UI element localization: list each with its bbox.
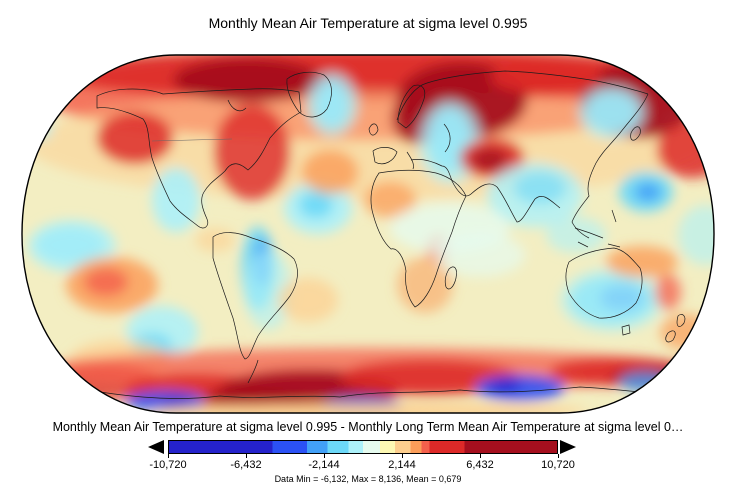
coast-asia-south [410, 159, 561, 223]
anomaly-blob [306, 72, 358, 136]
coast-iberia [372, 147, 398, 165]
coast-antarctic-peninsula [247, 359, 259, 384]
anomaly-blob [660, 314, 712, 350]
colorbar-tick-label: 10,720 [541, 459, 575, 471]
border-us-canada [151, 138, 233, 142]
anomaly-blob [397, 257, 453, 313]
colorbar-tick-label: 6,432 [466, 459, 494, 471]
anomaly-blob [364, 182, 416, 218]
coast-greenland [286, 71, 332, 118]
colorbar-tick-label: -2,144 [308, 459, 340, 471]
anomaly-blob [24, 116, 52, 140]
plot-title: Monthly Mean Air Temperature at sigma le… [208, 15, 528, 31]
colorbar-tick-label: -10,720 [149, 459, 187, 471]
coast-japan [630, 126, 641, 141]
colorbar-tick [479, 454, 481, 458]
coast-hudson-bay [227, 99, 247, 112]
anomaly-blob [606, 246, 678, 278]
anomaly-blob [173, 58, 323, 102]
colorbar-right-arrow-icon [560, 440, 576, 454]
anomaly-blob [244, 250, 292, 330]
colorbar-ticks [167, 454, 559, 459]
coast-tasmania [621, 324, 631, 336]
anomaly-blob [97, 112, 173, 164]
anomaly-blob [28, 220, 116, 272]
anomaly-blob [340, 360, 520, 396]
colorbar-left-arrow-icon [148, 440, 164, 454]
map-border [21, 54, 715, 414]
coast-asia-east [571, 93, 649, 239]
temperature-anomaly-map [21, 54, 715, 414]
coast-australia [565, 247, 643, 319]
colorbar-tick-labels: -10,720 -6,432 -2,144 2,144 6,432 10,720 [149, 459, 574, 472]
coast-madagascar [444, 266, 457, 290]
coast-antarctica [99, 386, 676, 399]
coast-north-america [96, 88, 302, 229]
colorbar-tick-label: -6,432 [230, 459, 262, 471]
colorbar-tick [167, 454, 169, 458]
anomaly-blob [214, 104, 290, 200]
colorbar-tick-label: 2,144 [388, 459, 416, 471]
anomaly-blob [619, 372, 671, 392]
anomaly-blob [278, 278, 338, 322]
anomaly-blob [148, 403, 588, 413]
anomaly-blob [195, 228, 235, 252]
anomaly-blob [302, 150, 358, 194]
map-caption: Monthly Mean Air Temperature at sigma le… [52, 420, 684, 434]
anomaly-blob [655, 274, 681, 310]
anomaly-blob [560, 268, 664, 332]
anomaly-blob [635, 183, 661, 201]
anomaly-blob [489, 379, 521, 393]
coast-italy [406, 151, 414, 170]
coast-africa [370, 170, 467, 308]
anomaly-blob [546, 217, 606, 253]
coast-britain [368, 123, 379, 136]
anomaly-blob [299, 192, 333, 218]
colorbar-gradient [168, 440, 558, 454]
coast-asia-north [396, 70, 649, 121]
anomaly-blob [152, 168, 200, 232]
coast-new-zealand [665, 314, 686, 343]
anomaly-blob [514, 172, 566, 204]
anomaly-blob [578, 85, 646, 139]
anomaly-blob [678, 205, 714, 265]
colorbar-tick [323, 454, 325, 458]
data-stats-line: Data Min = -6,132, Max = 8,136, Mean = 0… [274, 474, 462, 484]
anomaly-blob [490, 62, 600, 94]
anomaly-blob [472, 149, 508, 171]
coast-scandinavia [397, 84, 426, 129]
anomaly-blob [84, 268, 128, 296]
coast-indonesia [574, 209, 621, 248]
anomaly-blob [657, 122, 714, 178]
colorbar-tick [245, 454, 247, 458]
continent-outlines [96, 70, 686, 399]
colorbar-tick [401, 454, 403, 458]
anomaly-blob [435, 233, 525, 277]
coast-south-america [212, 232, 298, 360]
coast-black-sea [443, 123, 451, 153]
colorbar-tick [557, 454, 559, 458]
